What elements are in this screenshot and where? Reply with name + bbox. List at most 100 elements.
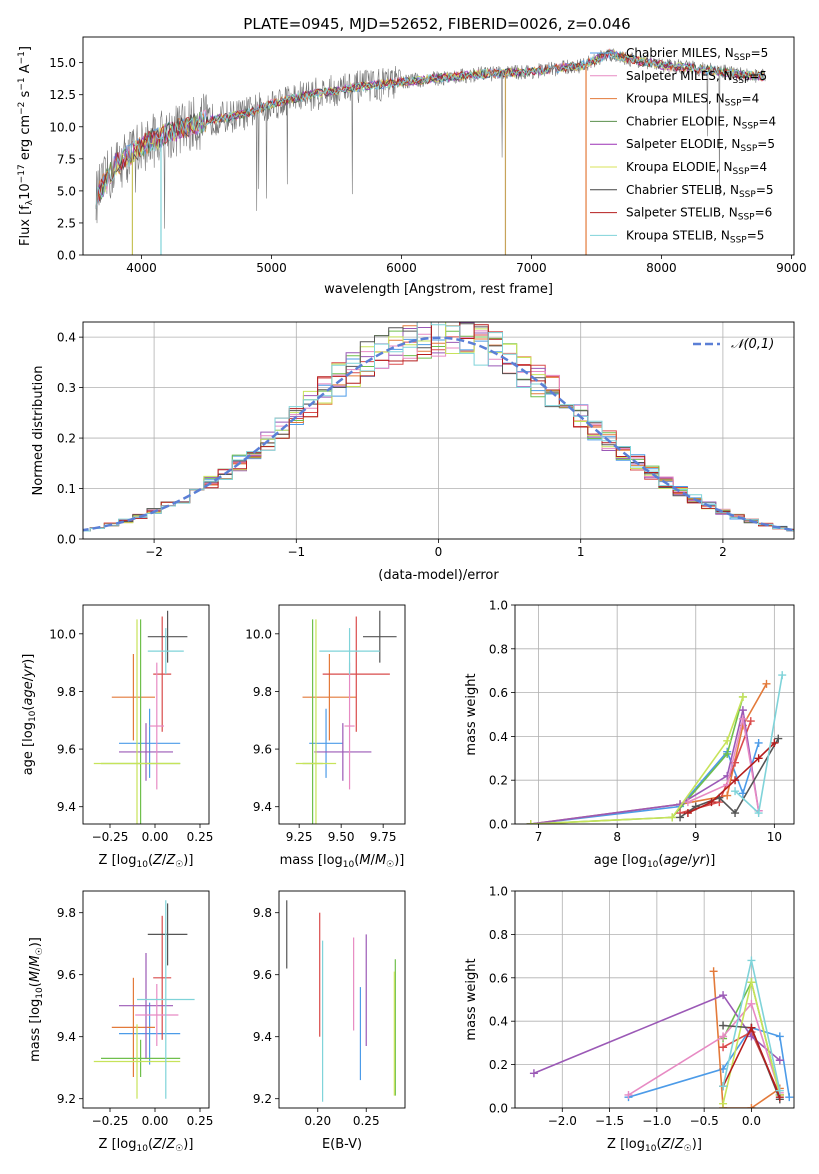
weight-point-marker	[719, 1082, 728, 1091]
weight-point-marker	[719, 1032, 728, 1041]
residuals-ytick-label: 0.3	[57, 381, 76, 395]
age_vs_mass-ytick-label: 10.0	[245, 627, 272, 641]
weight_vs_Z-ylabel: mass weight	[464, 958, 479, 1040]
mass_vs_EBV-ytick-label: 9.6	[253, 968, 272, 982]
legend-label: Salpeter ELODIE, NSSP=5	[626, 137, 775, 154]
weight-point-marker	[723, 736, 732, 745]
residuals-ytick-label: 0.2	[57, 432, 76, 446]
age_vs_Z-xtick-label: −0.25	[92, 830, 129, 844]
weight-point-marker	[731, 809, 740, 818]
data-point	[147, 610, 188, 663]
weight_vs_Z-ytick-label: 0.2	[489, 1058, 508, 1072]
data-point	[111, 653, 155, 741]
age_vs_mass-xtick-label: 9.75	[370, 830, 397, 844]
weight_vs_Z-xtick-label: 0.0	[742, 1114, 761, 1128]
residuals-ytick-label: 0.4	[57, 331, 76, 345]
weight_vs_age-xlabel: age [log10(age/yr)]	[594, 853, 716, 870]
spectrum-ytick-label: 0.0	[57, 249, 76, 263]
residuals-xlabel: (data-model)/error	[378, 568, 499, 583]
residuals-ytick-label: 0.0	[57, 533, 76, 547]
mass_vs_Z-xtick-label: 0.00	[142, 1114, 169, 1128]
age_vs_Z-xtick-label: 0.25	[187, 830, 214, 844]
weight-point-marker	[747, 1023, 756, 1032]
data-point	[153, 915, 172, 1040]
mass_vs_EBV-ytick-label: 9.4	[253, 1030, 272, 1044]
age_vs_mass-ytick-label: 9.8	[253, 685, 272, 699]
age_vs_Z-ytick-label: 9.4	[57, 800, 76, 814]
weight-series-line	[530, 696, 744, 824]
histograms	[83, 322, 794, 532]
spectrum-ytick-label: 15.0	[49, 56, 76, 70]
age_vs_Z-ytick-label: 9.8	[57, 685, 76, 699]
legend-label: Salpeter STELIB, NSSP=6	[626, 206, 772, 223]
weight-point-marker	[738, 789, 747, 798]
data-point	[147, 903, 188, 966]
data-point	[119, 953, 173, 1059]
weight_vs_age-lines	[526, 671, 787, 824]
residuals-ylabel: Normed distribution	[31, 366, 46, 496]
weight-point-marker	[529, 1069, 538, 1078]
mass_vs_EBV-ytick-label: 9.2	[253, 1092, 272, 1106]
weight-point-marker	[775, 1056, 784, 1065]
age_vs_Z-xtick-label: 0.00	[142, 830, 169, 844]
weight_vs_age-ytick-label: 0.8	[489, 642, 508, 656]
weight-point-marker	[683, 798, 692, 807]
mass_vs_EBV-xlabel: E(B-V)	[322, 1137, 362, 1152]
legend-label: Kroupa STELIB, NSSP=5	[626, 228, 764, 245]
weight_vs_Z-ytick-label: 0.8	[489, 928, 508, 942]
weight-point-marker	[747, 978, 756, 987]
weight_vs_age-xtick-label: 8	[613, 830, 621, 844]
mass_vs_Z-frame	[82, 890, 210, 1109]
spectrum-ylabel: Flux [fλ10−17 erg cm−2 s−1 A−1]	[17, 46, 35, 246]
mass_vs_Z-axes: −0.25 0.00 0.25 9.2 9.4 9.6 9.8	[57, 906, 213, 1128]
weight_vs_Z-frame	[514, 890, 795, 1109]
legend-label: Chabrier MILES, NSSP=5	[626, 46, 768, 63]
weight-point-marker	[723, 749, 732, 758]
data-point	[314, 723, 372, 781]
legend-label: Salpeter MILES, NSSP=5	[626, 69, 767, 86]
weight-point-marker	[731, 787, 740, 796]
residuals-frame	[82, 321, 795, 540]
data-point	[147, 628, 184, 675]
weight-point-marker	[707, 798, 716, 807]
age_vs_mass-frame	[278, 604, 406, 825]
weight-point-marker	[747, 1104, 756, 1108]
spectrum-ytick-label: 5.0	[57, 184, 76, 198]
weight_vs_Z-xtick-label: −1.0	[642, 1114, 671, 1128]
weight_vs_age-ytick-label: 0.0	[489, 818, 508, 832]
weight-point-marker	[754, 738, 763, 747]
mass_vs_Z-ytick-label: 9.4	[57, 1030, 76, 1044]
age_vs_mass-ytick-label: 9.4	[253, 800, 272, 814]
weight-point-marker	[775, 1032, 784, 1041]
spectrum-ytick-label: 10.0	[49, 120, 76, 134]
weight-point-marker	[754, 809, 763, 818]
weight_vs_age-ylabel: mass weight	[464, 673, 479, 755]
mass_vs_EBV-points	[286, 900, 396, 1102]
figure-title: PLATE=0945, MJD=52652, FIBERID=0026, z=0…	[243, 15, 630, 33]
data-point	[137, 900, 195, 1099]
weight_vs_Z-xlabel: Z [log10(Z/Z☉)]	[607, 1137, 702, 1154]
age_vs_mass-points	[295, 610, 397, 824]
data-point	[319, 628, 380, 675]
weight-point-marker	[775, 1086, 784, 1095]
age_vs_mass-xtick-label: 9.50	[328, 830, 355, 844]
weight-point-marker	[747, 956, 756, 965]
spectrum-xtick-label: 5000	[256, 261, 287, 275]
spectrum-xtick-label: 8000	[646, 261, 677, 275]
weight-point-marker	[747, 999, 756, 1008]
weight-point-marker	[709, 967, 718, 976]
spectrum-legend: Chabrier MILES, NSSP=5 Salpeter MILES, NS…	[590, 46, 776, 245]
mass_vs_Z-ytick-label: 9.6	[57, 968, 76, 982]
data-point	[135, 984, 179, 1046]
mass_vs_EBV-xtick-label: 0.20	[304, 1114, 331, 1128]
age_vs_Z-xlabel: Z [log10(Z/Z☉)]	[99, 853, 194, 870]
weight-point-marker	[719, 1021, 728, 1030]
spectrum-xtick-label: 7000	[516, 261, 547, 275]
mass_vs_Z-xlabel: Z [log10(Z/Z☉)]	[99, 1137, 194, 1154]
mass_vs_EBV-ytick-label: 9.8	[253, 906, 272, 920]
data-point	[302, 653, 357, 741]
residuals-xtick-label: 1	[577, 545, 585, 559]
mass_vs_EBV-axes: 0.20 0.25 9.2 9.4 9.6 9.8	[253, 906, 380, 1128]
spectrum-axes: 4000 5000 6000 7000 8000 9000 0.0 2.5 5.0 7.5 10.0…	[49, 56, 806, 275]
spectrum-frame	[82, 36, 795, 256]
